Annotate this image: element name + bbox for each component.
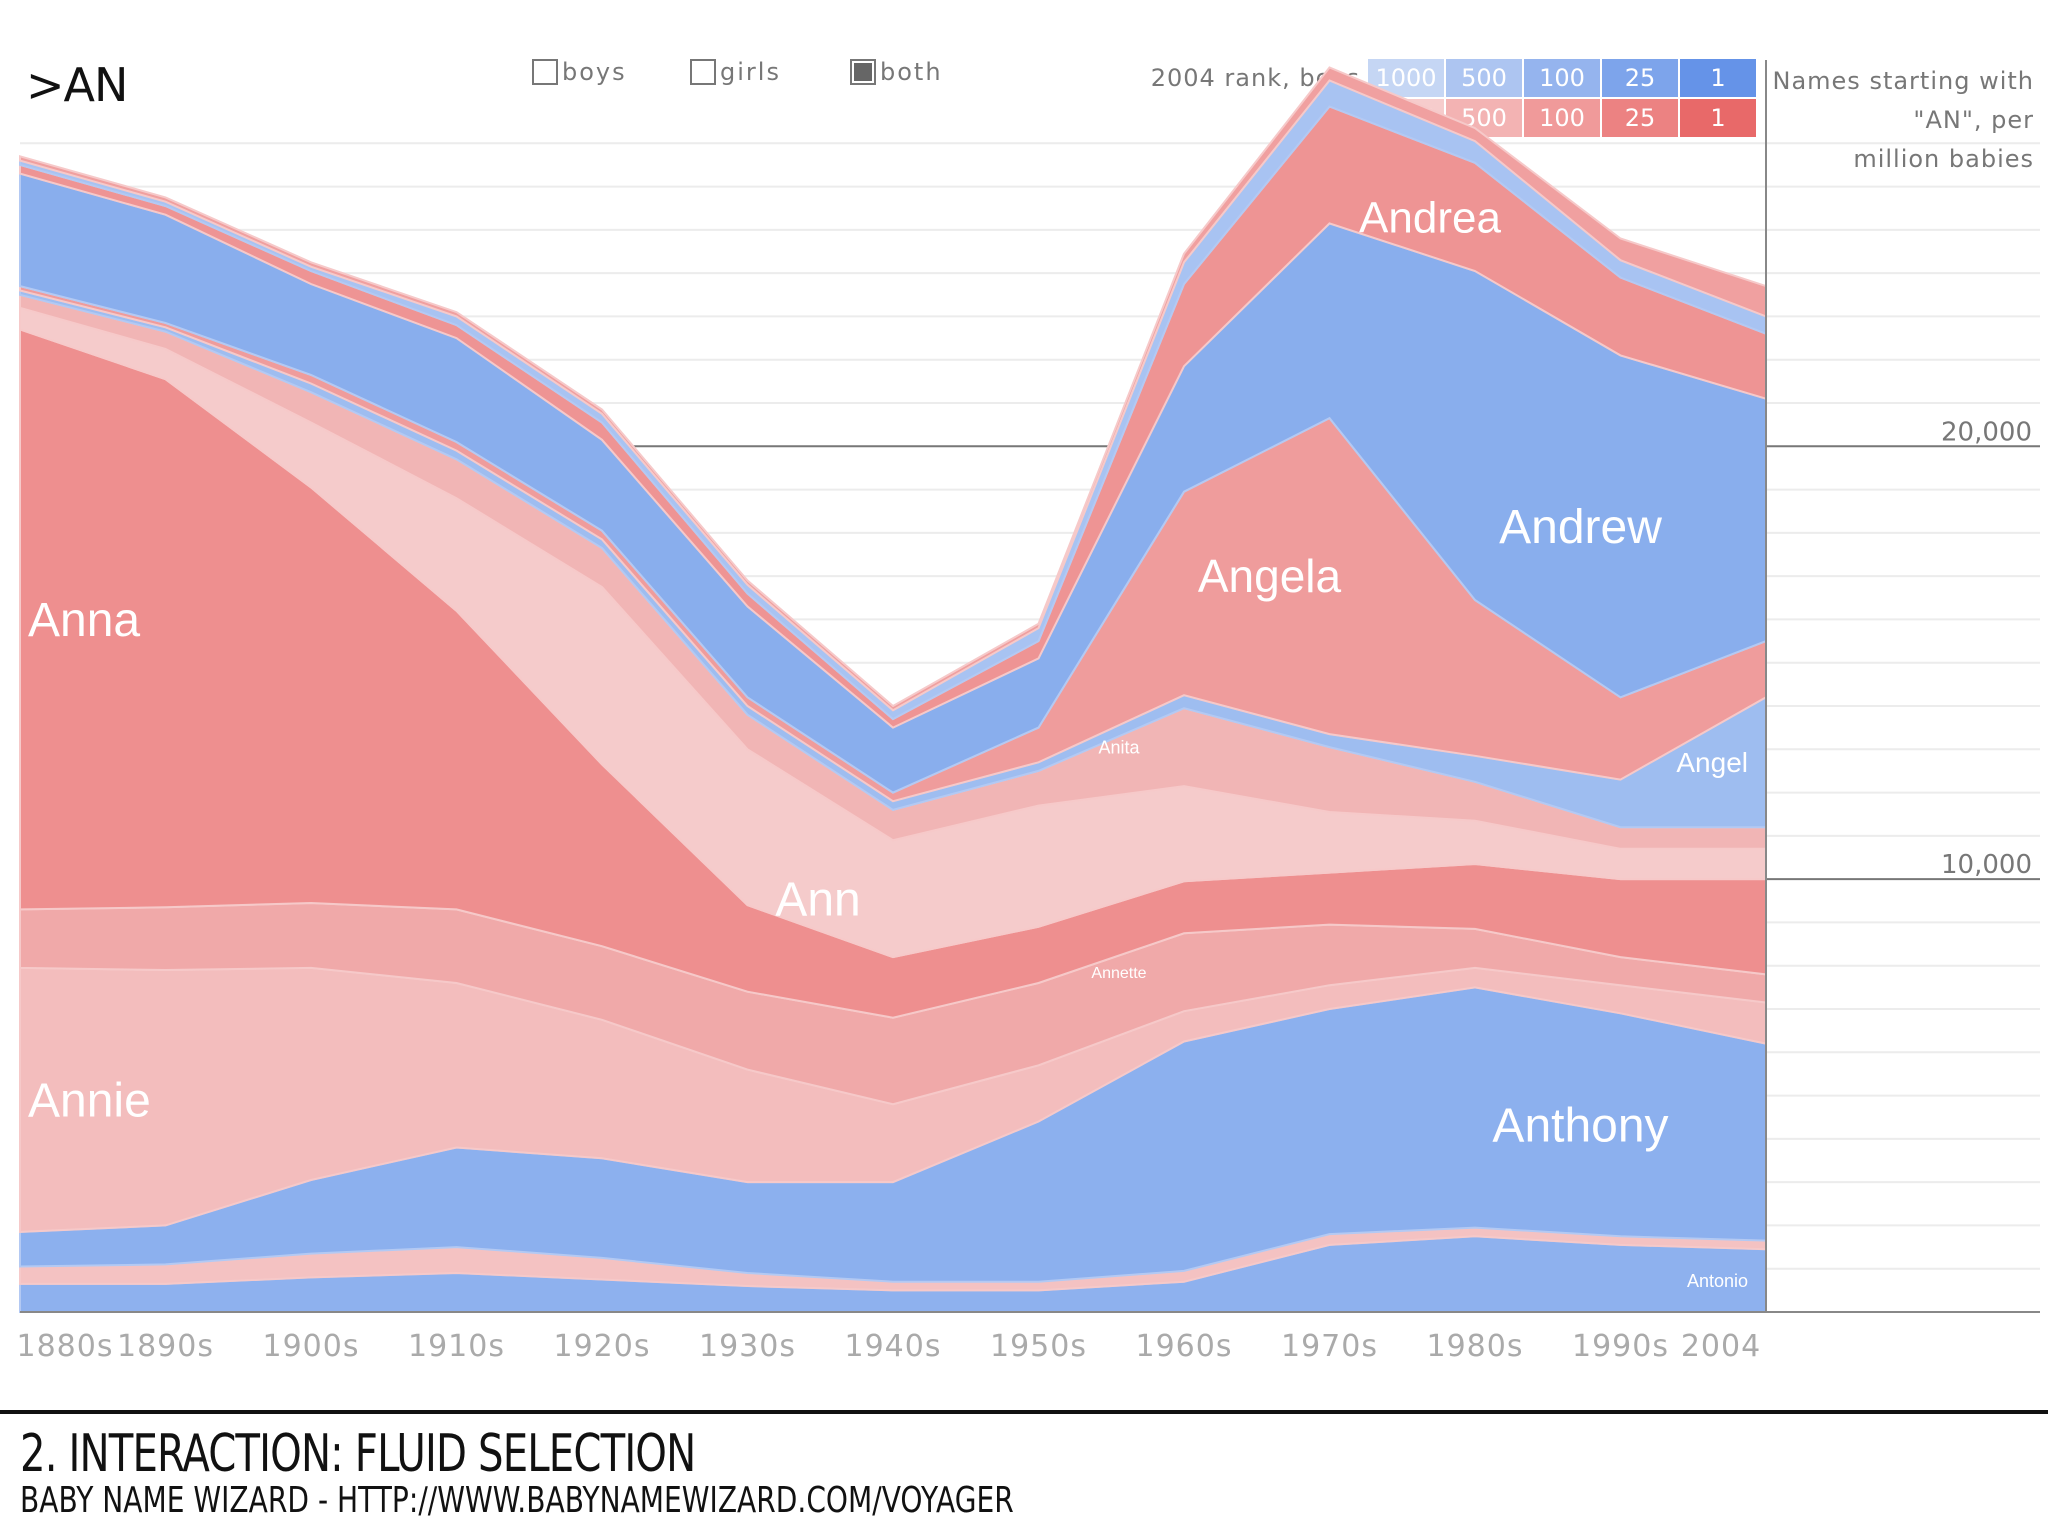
y-axis-title: Names starting with "AN", per million ba… bbox=[1770, 62, 2034, 179]
series-label-anita: Anita bbox=[1098, 737, 1140, 757]
series-label-andrew: Andrew bbox=[1499, 501, 1662, 554]
y-axis-title-line-1: Names starting with bbox=[1772, 67, 2034, 95]
legend-boys-rank-500[interactable]: 500 bbox=[1446, 59, 1522, 97]
series-label-angela: Angela bbox=[1198, 550, 1342, 602]
x-tick-label: 2004 bbox=[1681, 1329, 1761, 1364]
filter-both-label: both bbox=[880, 58, 943, 86]
x-tick-label: 1960s bbox=[1136, 1329, 1233, 1364]
axis-layer: 1880s 1890s 1900s 1910s 1920s 1930s 1940s 1950s… bbox=[17, 60, 2040, 1364]
y-axis-title-line-3: million babies bbox=[1853, 145, 2034, 173]
y-axis-title-line-2: "AN", per bbox=[1913, 106, 2034, 134]
x-tick-label: 1920s bbox=[554, 1329, 651, 1364]
filter-boys-label: boys bbox=[562, 58, 627, 86]
label-layer: Antonio Anthony Annie Annette Anna Ann Anita An… bbox=[28, 193, 1748, 1291]
x-tick-label: 1940s bbox=[845, 1329, 942, 1364]
y-tick-label: 10,000 bbox=[1941, 850, 2032, 880]
x-tick-label: 1970s bbox=[1281, 1329, 1378, 1364]
x-tick-label: 1930s bbox=[699, 1329, 796, 1364]
series-label-andrea: Andrea bbox=[1359, 193, 1501, 242]
x-tick-label: 1990s bbox=[1572, 1329, 1669, 1364]
series-label-anna: Anna bbox=[28, 594, 140, 647]
x-tick-label: 1890s bbox=[117, 1329, 214, 1364]
series-label-angel: Angel bbox=[1676, 747, 1748, 778]
legend-girls-rank-1[interactable]: 1 bbox=[1680, 99, 1756, 137]
legend-girls-rank-25[interactable]: 25 bbox=[1602, 99, 1678, 137]
both-checkbox[interactable] bbox=[850, 59, 876, 85]
y-tick-label: 20,000 bbox=[1941, 417, 2032, 447]
filter-both[interactable]: both bbox=[850, 58, 943, 86]
boys-checkbox[interactable] bbox=[532, 59, 558, 85]
x-tick-label: 1950s bbox=[990, 1329, 1087, 1364]
legend-boys-rank-1[interactable]: 1 bbox=[1680, 59, 1756, 97]
legend-girls-rank-100[interactable]: 100 bbox=[1524, 99, 1600, 137]
filter-girls[interactable]: girls bbox=[690, 58, 781, 86]
legend-boys-rank-100[interactable]: 100 bbox=[1524, 59, 1600, 97]
caption-subtitle: BABY NAME WIZARD - HTTP://WWW.BABYNAMEWI… bbox=[20, 1480, 1014, 1521]
series-label-ann: Ann bbox=[775, 873, 860, 926]
girls-checkbox[interactable] bbox=[690, 59, 716, 85]
series-label-antonio: Antonio bbox=[1687, 1271, 1748, 1291]
legend-boys-rank-25[interactable]: 25 bbox=[1602, 59, 1678, 97]
series-label-annette: Annette bbox=[1091, 965, 1146, 982]
x-tick-label: 1880s bbox=[17, 1329, 114, 1364]
query-title: >AN bbox=[26, 58, 128, 112]
series-label-annie: Annie bbox=[28, 1075, 151, 1128]
x-tick-label: 1900s bbox=[263, 1329, 360, 1364]
filter-boys[interactable]: boys bbox=[532, 58, 627, 86]
x-tick-label: 1980s bbox=[1427, 1329, 1524, 1364]
stacked-area-chart[interactable]: 1880s 1890s 1900s 1910s 1920s 1930s 1940s 1950s… bbox=[0, 0, 2048, 1400]
series-label-anthony: Anthony bbox=[1492, 1100, 1668, 1153]
caption-divider bbox=[0, 1410, 2048, 1414]
caption-title: 2. INTERACTION: FLUID SELECTION bbox=[20, 1424, 696, 1484]
filter-girls-label: girls bbox=[720, 58, 781, 86]
x-tick-label: 1910s bbox=[408, 1329, 505, 1364]
